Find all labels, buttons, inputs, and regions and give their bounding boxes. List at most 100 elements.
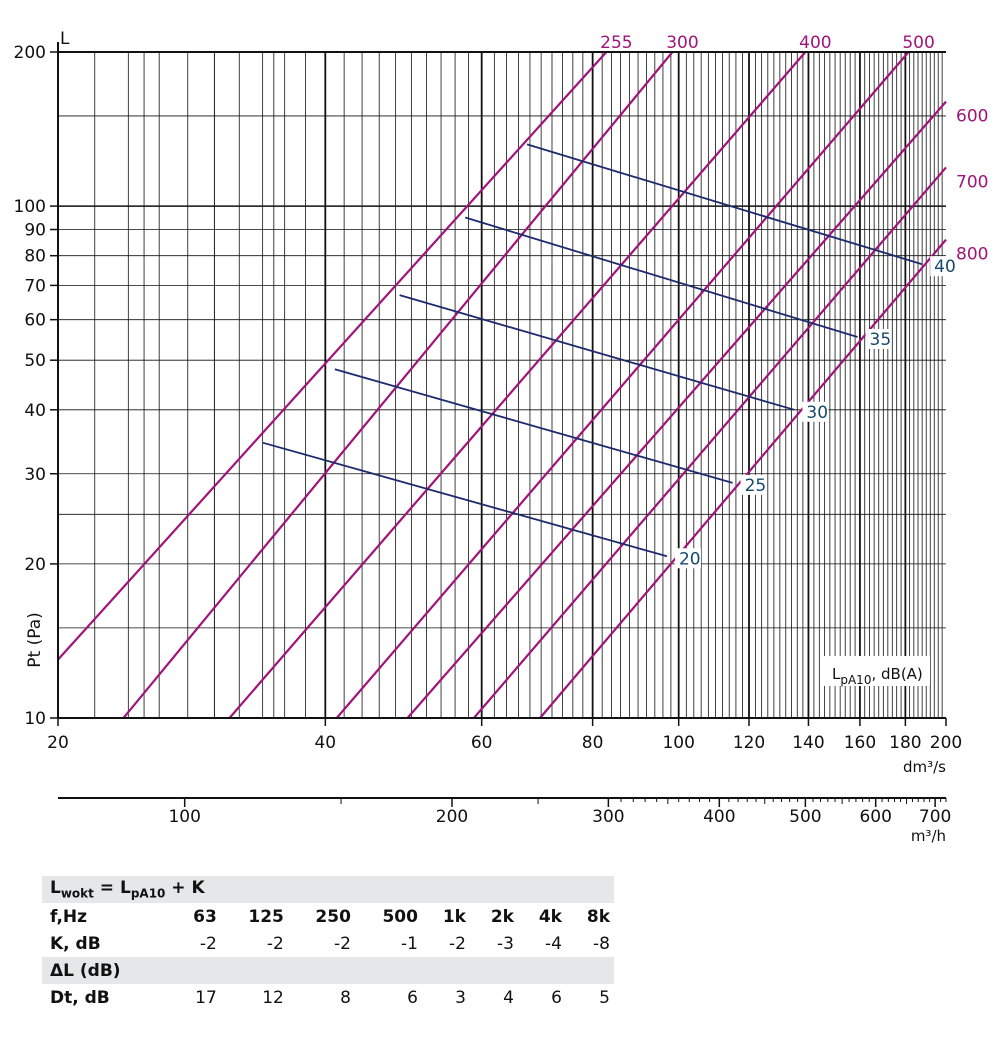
dt-value-cell: 8 [340,987,351,1008]
y-tick-label: 60 [24,311,46,331]
delta-title: ΔL (dB) [42,957,614,984]
series-line-600 [406,100,947,719]
legend-text: LpA10, dB(A) [832,665,923,687]
legend-sub: pA10 [840,673,871,687]
x-tick-label: 20 [47,733,69,753]
y-tick-label: 40 [24,401,46,421]
legend: LpA10, dB(A) [822,656,930,687]
fan-speed-series: 255 300 400 500 600 700 800 [57,33,988,719]
k-value-cell: -8 [593,933,610,954]
sound-level-lines: 20 25 30 35 40 [262,143,957,569]
series-label-500: 500 [902,33,934,53]
dt-value-cell: 17 [195,987,217,1008]
series-line-300 [122,51,674,719]
x-tick-label: 80 [582,733,604,753]
y-tick-label: 30 [24,465,46,485]
secondary-tick-label: 700 [919,807,951,827]
secondary-tick-label: 600 [859,807,891,827]
secondary-tick-label: 200 [436,807,468,827]
secondary-unit-label: m³/h [911,827,946,845]
k-value-cell: -1 [401,933,418,954]
x-tick-label: 140 [792,733,824,753]
dt-label: Dt, dB [50,987,110,1008]
x-tick-label: 160 [844,733,876,753]
dt-value-cell: 3 [455,987,466,1008]
y-tick-label: 10 [24,709,46,729]
level-line-35 [465,216,858,338]
dt-row: Dt, dB 17 12 8 6 3 4 6 5 [42,984,614,1011]
frequency-cell: 125 [248,906,284,927]
series-label-600: 600 [956,107,988,127]
k-value-cell: -2 [333,933,351,954]
k-row: K, dB -2 -2 -2 -1 -2 -3 -4 -8 [42,930,614,957]
secondary-tick-label: 400 [703,807,735,827]
table-title-row: Lwokt = LpA10 + K [42,876,614,903]
table-title: Lwokt = LpA10 + K [42,876,614,903]
y-axis-top-label: L [60,29,70,49]
series-line-700 [473,166,947,719]
frequency-cell: 4k [538,906,562,927]
y-tick-label: 70 [24,276,46,296]
x-tick-label: 120 [733,733,765,753]
legend-main: L [832,665,841,683]
level-label-bg [740,474,767,495]
level-line-40 [526,143,923,266]
grid [58,52,946,718]
dt-value-cell: 6 [551,987,562,1008]
series-label-800: 800 [956,245,988,265]
level-label-20: 20 [679,549,701,569]
dt-value-cell: 5 [599,987,610,1008]
k-value-cell: -2 [199,933,217,954]
series-line-400 [228,51,807,719]
level-line-25 [334,368,733,484]
legend-rest: , dB(A) [871,665,922,683]
level-label-30: 30 [806,403,828,423]
secondary-tick-label: 300 [592,807,624,827]
frequency-cell: 1k [442,906,466,927]
dt-value-cell: 12 [262,987,284,1008]
frequency-cell: 8k [586,906,610,927]
y-tick-label: 20 [24,555,46,575]
delta-title-row: ΔL (dB) [42,957,614,984]
x-tick-label: 60 [471,733,493,753]
frequency-label: f,Hz [50,906,88,927]
y-tick-label: 200 [14,43,46,63]
k-value-cell: -4 [545,933,562,954]
legend-box [822,656,930,686]
secondary-tick-label: 500 [789,807,821,827]
level-label-35: 35 [870,330,892,350]
series-label-400: 400 [799,33,831,53]
level-label-bg [802,401,829,422]
level-label-bg [930,256,957,277]
frequency-cell: 63 [193,906,217,927]
dt-value-cell: 6 [407,987,418,1008]
x-tick-label: 100 [662,733,694,753]
level-line-30 [399,294,795,411]
x-tick-label: 200 [930,733,962,753]
x-tick-label: 180 [889,733,921,753]
level-label-40: 40 [934,257,956,277]
sound-correction-table: Lwokt = LpA10 + K f,Hz 63 125 250 500 1k 2k 4k… [42,876,614,1011]
x-tick-label: 40 [314,733,336,753]
series-label-700: 700 [956,172,988,192]
level-label-bg [865,328,892,349]
frequency-cell: 2k [490,906,514,927]
k-label: K, dB [50,933,101,954]
secondary-tick-label: 100 [168,807,200,827]
dt-value-cell: 4 [503,987,514,1008]
y-tick-label: 80 [24,247,46,267]
level-label-bg [674,548,701,569]
k-value-cell: -2 [266,933,284,954]
frequency-cell: 500 [382,906,418,927]
series-line-255 [57,51,608,661]
k-value-cell: -3 [497,933,514,954]
y-tick-label: 100 [14,197,46,217]
frequency-cell: 250 [315,906,351,927]
level-label-25: 25 [745,476,767,496]
frequency-row: f,Hz 63 125 250 500 1k 2k 4k 8k [42,903,614,930]
y-tick-label: 50 [24,351,46,371]
series-label-300: 300 [666,33,698,53]
level-line-20 [262,441,668,558]
